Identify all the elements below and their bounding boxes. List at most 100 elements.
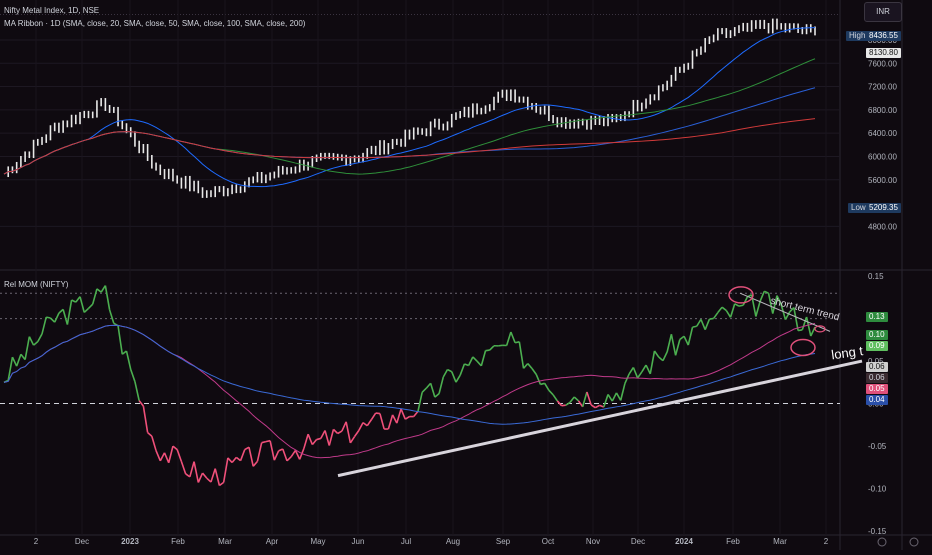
rel-mom-segment — [118, 326, 122, 355]
rel-mom-segment — [671, 334, 675, 355]
currency-button[interactable]: INR — [864, 2, 902, 22]
rel-mom-segment — [511, 332, 515, 343]
indicator-title: Rel MOM (NIFTY) — [4, 280, 68, 289]
rel-mom-segment — [616, 393, 620, 400]
high-value: 8436.55 — [866, 31, 901, 41]
rel-mom-segment — [473, 357, 477, 361]
rel-mom-segment — [507, 332, 511, 346]
rel-mom-segment — [439, 377, 443, 394]
rel-mom-segment — [574, 397, 578, 401]
rel-mom-segment — [693, 326, 697, 327]
rel-mom-segment — [460, 364, 464, 375]
rel-mom-segment — [532, 369, 536, 375]
price-tick-label: 5600.00 — [868, 176, 897, 185]
price-tick-label: 7600.00 — [868, 59, 897, 68]
rel-mom-segment — [469, 357, 473, 366]
rel-mom-segment — [359, 423, 363, 431]
rel-mom-segment — [380, 414, 384, 429]
rel-mom-segment — [431, 383, 435, 397]
rel-mom-segment — [659, 357, 663, 361]
low-value: 5209.35 — [866, 203, 901, 213]
rel-mom-segment — [654, 351, 658, 357]
rel-mom-segment — [608, 394, 612, 401]
rel-mom-segment — [595, 405, 599, 407]
x-tick-label: May — [310, 537, 325, 546]
rel-mom-segment — [152, 436, 156, 450]
rel-mom-segment — [443, 370, 447, 377]
price-tick-label: 7200.00 — [868, 83, 897, 92]
rel-mom-segment — [367, 420, 371, 426]
x-tick-label: Dec — [631, 537, 645, 546]
rel-mom-segment — [249, 447, 253, 466]
rel-mom-segment — [329, 429, 333, 445]
rel-mom-segment — [88, 304, 92, 308]
rel-mom-segment — [709, 318, 713, 319]
rel-mom-segment — [304, 434, 308, 448]
long-trend-line — [338, 361, 862, 476]
rel-mom-segment — [156, 451, 160, 461]
rel-mom-segment — [764, 291, 768, 293]
x-tick-label: 2024 — [675, 537, 693, 546]
rel-mom-segment — [435, 394, 439, 398]
rel-mom-segment — [160, 453, 164, 461]
rel-mom-segment — [203, 473, 207, 478]
rel-mom-segment — [811, 327, 815, 336]
rel-mom-segment — [262, 442, 266, 443]
x-tick-label: Oct — [542, 537, 555, 546]
rel-mom-segment — [97, 289, 101, 292]
last-price-value: 8130.80 — [866, 48, 901, 58]
rel-mom-segment — [215, 469, 219, 486]
rel-mom-segment — [321, 431, 325, 439]
breakout-highlight-ellipse — [791, 340, 815, 356]
rel-mom-signal-line — [4, 323, 815, 457]
rel-mom-segment — [625, 374, 629, 384]
indicator-tick-label: -0.05 — [868, 442, 887, 451]
x-tick-label: Jun — [352, 537, 365, 546]
rel-mom-segment — [650, 351, 654, 374]
rel-mom-segment — [570, 397, 574, 402]
rel-mom-segment — [418, 392, 422, 411]
rel-mom-segment — [426, 383, 430, 388]
rel-mom-segment — [42, 317, 46, 334]
rel-mom-segment — [481, 351, 485, 366]
x-tick-label: Mar — [218, 537, 232, 546]
indicator-value-3: 0.09 — [866, 341, 888, 351]
rel-mom-segment — [743, 297, 747, 305]
rel-mom-segment — [591, 405, 595, 408]
rel-mom-segment — [338, 431, 342, 433]
rel-mom-segment — [198, 473, 202, 482]
x-tick-label: Feb — [726, 537, 740, 546]
rel-mom-segment — [283, 449, 287, 461]
rel-mom-segment — [342, 422, 346, 431]
rel-mom-segment — [456, 375, 460, 382]
rel-mom-segment — [646, 365, 650, 374]
rel-mom-segment — [540, 383, 544, 384]
rel-mom-segment — [38, 334, 42, 342]
rel-mom-segment — [143, 406, 147, 432]
rel-mom-segment — [705, 319, 709, 330]
rel-mom-segment — [253, 461, 257, 466]
rel-mom-segment — [287, 457, 291, 461]
chart-title: Nifty Metal Index, 1D, NSE — [4, 6, 99, 15]
rel-mom-segment — [684, 336, 688, 345]
rel-mom-segment — [414, 411, 418, 416]
rel-mom-segment — [105, 286, 109, 310]
rel-mom-segment — [688, 327, 692, 345]
x-tick-label: Feb — [171, 537, 185, 546]
rel-mom-segment — [726, 310, 730, 317]
rel-mom-segment — [190, 462, 194, 477]
rel-mom-segment — [676, 339, 680, 355]
rel-mom-segment — [219, 482, 223, 485]
rel-mom-segment — [333, 429, 337, 433]
indicator-value-1: 0.13 — [866, 312, 888, 322]
rel-mom-segment — [194, 462, 198, 483]
rel-mom-segment — [718, 307, 722, 312]
rel-mom-segment — [148, 433, 152, 437]
rel-mom-segment — [701, 319, 705, 329]
rel-mom-segment — [257, 443, 261, 462]
long-trend-label: long t — [830, 343, 864, 362]
price-tick-label: 6000.00 — [868, 152, 897, 161]
rel-mom-segment — [181, 461, 185, 473]
